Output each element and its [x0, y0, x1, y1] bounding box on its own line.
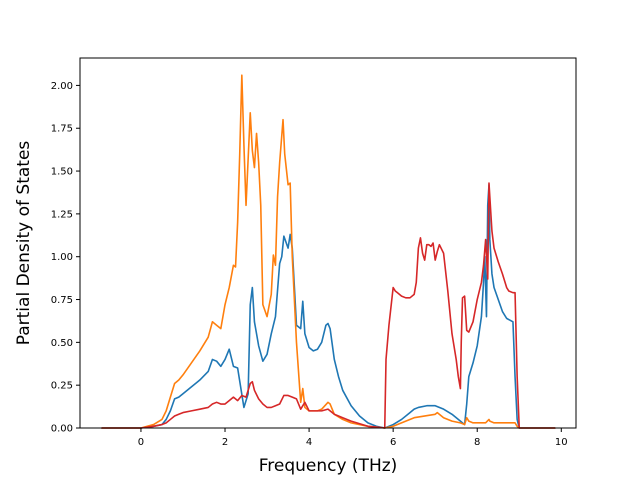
y-tick-label: 0.00: [51, 424, 73, 435]
x-tick-label: 4: [306, 437, 312, 448]
y-tick-label: 0.50: [51, 338, 73, 349]
y-tick-label: 0.75: [51, 295, 73, 306]
x-axis-label: Frequency (THz): [259, 456, 398, 476]
y-tick-label: 1.25: [51, 209, 73, 220]
series-layer: [101, 74, 556, 429]
x-tick-label: 8: [474, 437, 480, 448]
y-tick-label: 0.25: [51, 381, 73, 392]
x-tick-label: 2: [222, 437, 228, 448]
series-line-3: [101, 182, 556, 429]
y-tick-label: 2.00: [51, 81, 73, 92]
y-axis-label: Partial Density of States: [14, 141, 34, 346]
x-tick-label: 10: [555, 437, 568, 448]
series-line-2: [101, 74, 556, 429]
plot-frame: [79, 57, 577, 429]
x-tick-label: 6: [390, 437, 396, 448]
tick-layer: 0 2 4 6 8 10 0.00 0.25 0.50 0.75 1.00 1.25 1.50 1.75 2…: [51, 81, 568, 448]
y-tick-label: 1.00: [51, 252, 73, 263]
y-tick-label: 1.75: [51, 124, 73, 135]
plot-area-background: [80, 58, 576, 428]
x-tick-label: 0: [138, 437, 144, 448]
y-tick-label: 1.50: [51, 167, 73, 178]
